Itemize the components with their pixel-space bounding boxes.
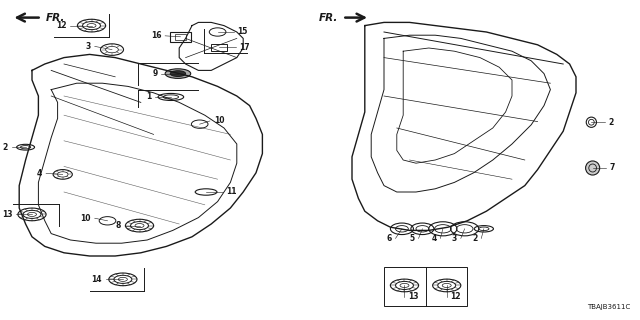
Bar	[211, 44, 227, 51]
Text: FR.: FR.	[46, 12, 65, 23]
Text: 4: 4	[431, 234, 436, 243]
Bar	[384, 267, 467, 306]
Text: 15: 15	[237, 28, 248, 36]
Text: 14: 14	[92, 275, 102, 284]
Bar	[170, 32, 191, 42]
Text: 2: 2	[3, 143, 8, 152]
Text: 13: 13	[2, 210, 12, 219]
Text: TBAJB3611C: TBAJB3611C	[587, 304, 630, 310]
Text: 2: 2	[609, 118, 614, 127]
Text: 4: 4	[37, 169, 42, 178]
Text: 6: 6	[387, 234, 392, 243]
Text: 8: 8	[116, 221, 121, 230]
Text: 10: 10	[214, 116, 224, 125]
Text: 9: 9	[152, 69, 157, 78]
Text: 12: 12	[451, 292, 461, 301]
Text: 1: 1	[146, 92, 151, 101]
Text: 13: 13	[408, 292, 419, 301]
Text: 5: 5	[410, 234, 415, 243]
Ellipse shape	[170, 71, 186, 76]
Text: 17: 17	[239, 43, 250, 52]
Ellipse shape	[165, 69, 191, 78]
Text: 12: 12	[56, 21, 67, 30]
Text: 7: 7	[610, 164, 615, 172]
Ellipse shape	[586, 161, 600, 175]
Text: 3: 3	[452, 234, 457, 243]
Text: 3: 3	[86, 42, 91, 51]
Text: 16: 16	[151, 31, 161, 40]
Text: 11: 11	[227, 188, 237, 196]
Bar	[175, 34, 186, 40]
Text: 2: 2	[472, 234, 477, 243]
Text: 10: 10	[81, 214, 91, 223]
Text: FR.: FR.	[319, 12, 338, 23]
